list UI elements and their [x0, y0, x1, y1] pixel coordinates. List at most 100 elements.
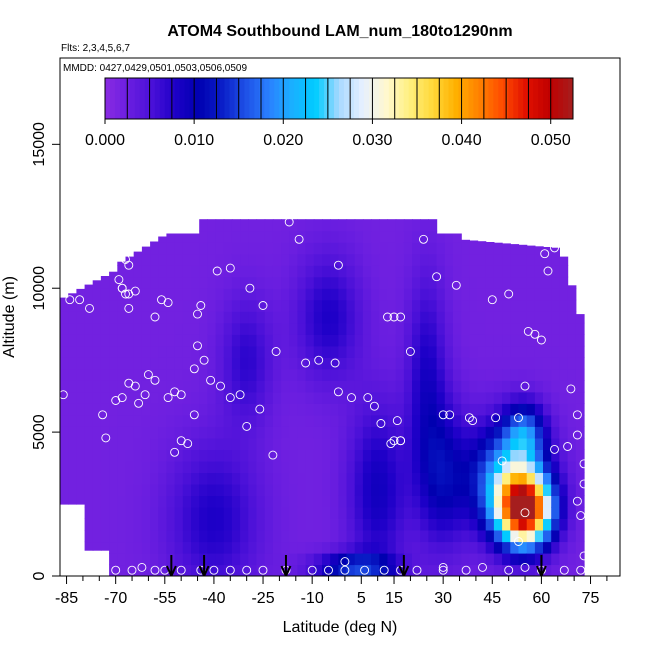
heatmap-cell — [371, 414, 380, 427]
heatmap-cell — [207, 230, 217, 243]
heatmap-cell — [502, 495, 511, 508]
heatmap-cell — [526, 345, 536, 358]
heatmap-cell — [60, 403, 69, 416]
heatmap-cell — [84, 426, 94, 439]
heatmap-cell — [231, 230, 241, 243]
heatmap-cell — [141, 472, 151, 485]
heatmap-cell — [264, 460, 274, 473]
heatmap-cell — [395, 495, 405, 508]
heatmap-cell — [444, 322, 454, 335]
heatmap-cell — [510, 449, 520, 462]
heatmap-cell — [240, 357, 249, 370]
heatmap-cell — [231, 391, 241, 404]
heatmap-cell — [166, 357, 176, 370]
heatmap-cell — [453, 357, 462, 370]
heatmap-cell — [395, 368, 405, 381]
heatmap-cell — [166, 426, 176, 439]
heatmap-cell — [453, 483, 462, 496]
heatmap-cell — [330, 265, 339, 278]
heatmap-cell — [436, 495, 446, 508]
heatmap-cell — [444, 345, 454, 358]
heatmap-cell — [248, 345, 258, 358]
observation-point — [491, 413, 501, 423]
heatmap-cell — [141, 553, 151, 566]
heatmap-cell — [395, 230, 405, 243]
heatmap-cell — [362, 530, 372, 543]
observation-point — [65, 295, 75, 305]
heatmap-cell — [313, 242, 323, 255]
heatmap-cell — [477, 357, 487, 370]
heatmap-cell — [485, 414, 495, 427]
heatmap-cell — [313, 564, 323, 576]
heatmap-cell — [207, 242, 217, 255]
heatmap-cell — [125, 495, 135, 508]
heatmap-cell — [68, 311, 77, 324]
colorbar-swatch — [279, 78, 285, 119]
heatmap-cell — [510, 380, 520, 393]
x-tick-label: 60 — [533, 590, 551, 607]
heatmap-cell — [84, 322, 94, 335]
heatmap-cell — [412, 276, 421, 289]
heatmap-cell — [485, 495, 495, 508]
heatmap-cell — [215, 541, 225, 554]
heatmap-cell — [322, 403, 331, 416]
heatmap-cell — [223, 553, 233, 566]
heatmap-cell — [412, 506, 421, 519]
heatmap-cell — [379, 541, 389, 554]
heatmap-cell — [166, 530, 176, 543]
heatmap-cell — [174, 276, 184, 289]
heatmap-cell — [354, 564, 364, 576]
heatmap-cell — [133, 472, 143, 485]
heatmap-cell — [469, 299, 479, 312]
heatmap-cell — [150, 276, 159, 289]
heatmap-cell — [150, 242, 159, 255]
colorbar-tick-label: 0.030 — [352, 132, 392, 149]
heatmap-cell — [493, 368, 503, 381]
heatmap-cell — [109, 288, 118, 301]
heatmap-cell — [297, 564, 307, 576]
heatmap-cell — [174, 357, 184, 370]
heatmap-cell — [469, 322, 479, 335]
heatmap-cell — [330, 495, 339, 508]
heatmap-cell — [346, 495, 356, 508]
heatmap-cell — [461, 414, 470, 427]
colorbar-swatch — [368, 78, 375, 119]
heatmap-cell — [256, 276, 266, 289]
flight-arrow — [198, 555, 210, 576]
heatmap-cell — [174, 541, 184, 554]
heatmap-cell — [567, 518, 577, 531]
heatmap-cell — [510, 426, 520, 439]
heatmap-cell — [485, 391, 495, 404]
heatmap-cell — [313, 449, 323, 462]
heatmap-cell — [191, 288, 200, 301]
heatmap-cell — [534, 472, 544, 485]
heatmap-cell — [518, 288, 528, 301]
heatmap-cell — [248, 391, 258, 404]
colorbar-swatch — [259, 78, 265, 119]
heatmap-cell — [518, 368, 528, 381]
heatmap-cell — [461, 553, 470, 566]
observation-point — [432, 272, 442, 282]
heatmap-cell — [248, 541, 258, 554]
heatmap-cell — [256, 322, 266, 335]
heatmap-cell — [543, 506, 552, 519]
heatmap-cell — [354, 506, 364, 519]
observation-point — [189, 410, 199, 420]
x-tick-label: 15 — [385, 590, 403, 607]
heatmap-cell — [117, 530, 127, 543]
heatmap-cell — [289, 334, 298, 347]
heatmap-cell — [518, 553, 528, 566]
heatmap-cell — [215, 276, 225, 289]
heatmap-cell — [559, 322, 569, 335]
heatmap-cell — [248, 322, 258, 335]
heatmap-cell — [84, 403, 94, 416]
heatmap-cell — [526, 472, 536, 485]
heatmap-cell — [109, 276, 118, 289]
heatmap-cell — [76, 368, 86, 381]
heatmap-cell — [444, 472, 454, 485]
heatmap-cell — [305, 437, 315, 450]
heatmap-cell — [477, 426, 487, 439]
colorbar-swatch — [473, 78, 479, 119]
heatmap-cell — [240, 472, 249, 485]
heatmap-cell — [68, 414, 77, 427]
